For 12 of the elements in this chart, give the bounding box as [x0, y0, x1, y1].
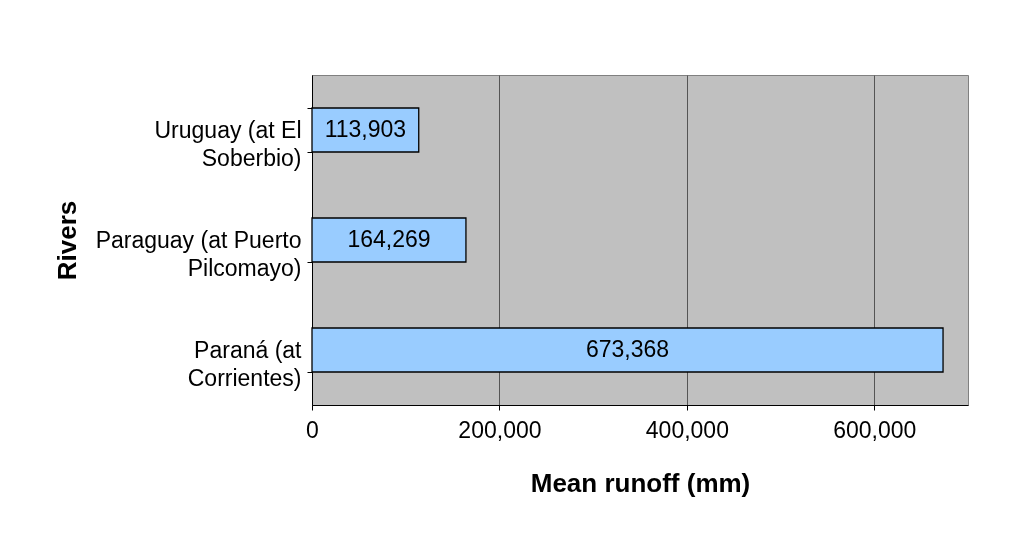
data-label: 164,269	[347, 226, 431, 252]
x-axis-title: Mean runoff (mm)	[530, 467, 751, 498]
x-tick-label: 0	[306, 416, 319, 443]
x-tick-label: 200,000	[458, 416, 542, 443]
y-tick-label: Uruguay (at El Soberbio)	[154, 116, 302, 171]
data-label: 113,903	[324, 116, 407, 142]
data-label: 673,368	[585, 336, 670, 362]
y-tick-label: Paraguay (at Puerto Pilcomayo)	[95, 226, 302, 281]
x-tick-label: 400,000	[645, 416, 729, 443]
y-axis-title: Rivers	[51, 200, 82, 281]
x-tick-label: 600,000	[833, 416, 917, 443]
y-tick-label: Paraná (at Corrientes)	[187, 336, 303, 391]
